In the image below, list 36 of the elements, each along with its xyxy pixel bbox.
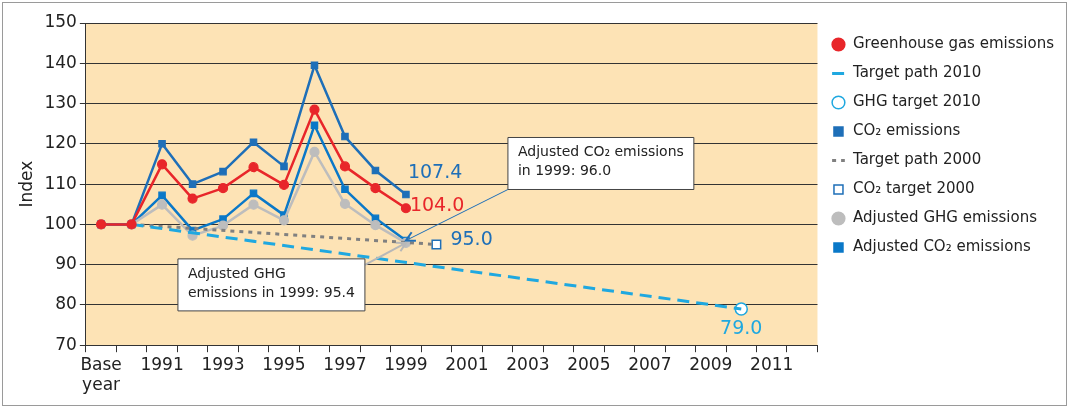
y-tick-label: 150 (44, 11, 77, 32)
legend-label: GHG target 2010 (852, 92, 981, 111)
x-tick-label: 2003 (506, 353, 550, 374)
y-tick-label: 80 (55, 293, 77, 314)
y-tick-label: 140 (44, 51, 77, 72)
annotation: Adjusted CO₂ emissions in 1999: 96.0 (517, 143, 684, 179)
x-tick-label: 2005 (567, 353, 611, 374)
data-label: 104.0 (409, 193, 465, 216)
x-tick-label: Base year (80, 353, 122, 395)
x-tick-label: 2001 (445, 353, 489, 374)
x-tick-label: 1991 (140, 353, 184, 374)
y-tick-label: 90 (55, 253, 77, 274)
y-tick-label: 120 (44, 132, 77, 153)
annotation: Adjusted GHG emissions in 1999: 95.4 (187, 264, 356, 300)
data-label: 107.4 (407, 159, 463, 182)
legend-label: Target path 2000 (851, 150, 982, 169)
x-tick-label: 2009 (689, 353, 733, 374)
y-tick-label: 70 (55, 333, 77, 354)
x-tick-label: 2007 (628, 353, 672, 374)
x-tick-label: 1999 (384, 353, 428, 374)
legend-label: Adjusted CO₂ emissions (852, 237, 1031, 256)
y-tick-label: 130 (44, 91, 77, 112)
legend-label: Target path 2010 (851, 63, 982, 82)
legend-label: CO₂ target 2000 (852, 179, 975, 198)
data-label: 95.0 (450, 227, 493, 250)
x-tick-label: 1993 (201, 353, 245, 374)
y-axis-title: Index (15, 160, 36, 208)
data-label: 79.0 (720, 315, 763, 338)
legend-label: Greenhouse gas emissions (852, 34, 1055, 53)
y-tick-label: 110 (44, 172, 77, 193)
x-tick-label: 1997 (323, 353, 367, 374)
legend-label: CO₂ emissions (852, 121, 961, 140)
x-tick-label: 2011 (750, 353, 794, 374)
legend-label: Adjusted GHG emissions (852, 208, 1038, 227)
x-tick-label: 1995 (262, 353, 306, 374)
y-tick-label: 100 (44, 212, 77, 233)
